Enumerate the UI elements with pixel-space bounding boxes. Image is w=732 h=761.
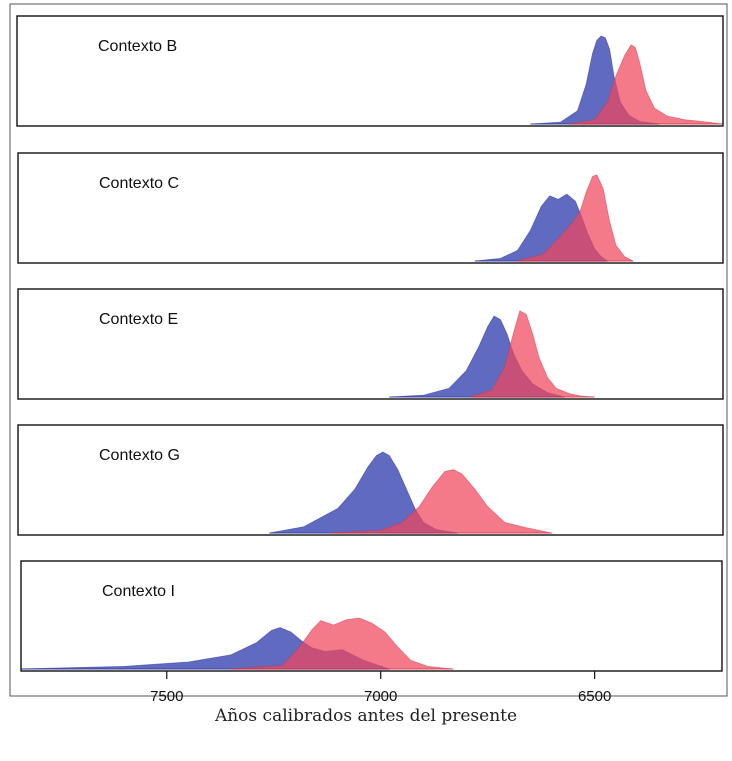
- panel-contexto-b: Contexto B: [16, 15, 724, 127]
- panel-frame: [16, 15, 724, 127]
- red-distribution: [470, 310, 595, 398]
- x-tick-label: 7000: [364, 688, 397, 705]
- panel-contexto-e: Contexto E: [17, 288, 724, 400]
- panels: Contexto B Contexto C Contexto E Contexto G…: [16, 15, 724, 672]
- outer-frame: [9, 3, 728, 697]
- panel-label: Contexto C: [99, 175, 179, 192]
- x-tick-label: 7500: [150, 688, 183, 705]
- x-axis: 7500 7000 6500: [150, 671, 611, 705]
- red-distribution: [568, 44, 723, 125]
- distributions: [530, 35, 723, 125]
- panel-contexto-g: Contexto G: [17, 424, 724, 536]
- x-tick-label: 6500: [578, 688, 611, 705]
- distributions: [389, 310, 595, 398]
- panel-contexto-c: Contexto C: [17, 152, 724, 264]
- panel-frame: [17, 424, 724, 536]
- distributions: [21, 617, 454, 670]
- panel-label: Contexto G: [99, 447, 180, 464]
- x-axis-title: Años calibrados antes del presente: [214, 706, 518, 726]
- panel-frame: [20, 560, 723, 672]
- panel-label: Contexto B: [98, 38, 177, 55]
- panel-frame: [17, 288, 724, 400]
- panel-label: Contexto E: [99, 311, 178, 328]
- panel-contexto-i: Contexto I: [20, 560, 723, 672]
- red-distribution: [230, 617, 454, 670]
- distributions: [269, 451, 552, 534]
- panel-frame: [17, 152, 724, 264]
- distributions: [474, 174, 634, 262]
- red-distribution: [517, 174, 634, 262]
- panel-label: Contexto I: [102, 583, 175, 600]
- red-distribution: [329, 469, 552, 534]
